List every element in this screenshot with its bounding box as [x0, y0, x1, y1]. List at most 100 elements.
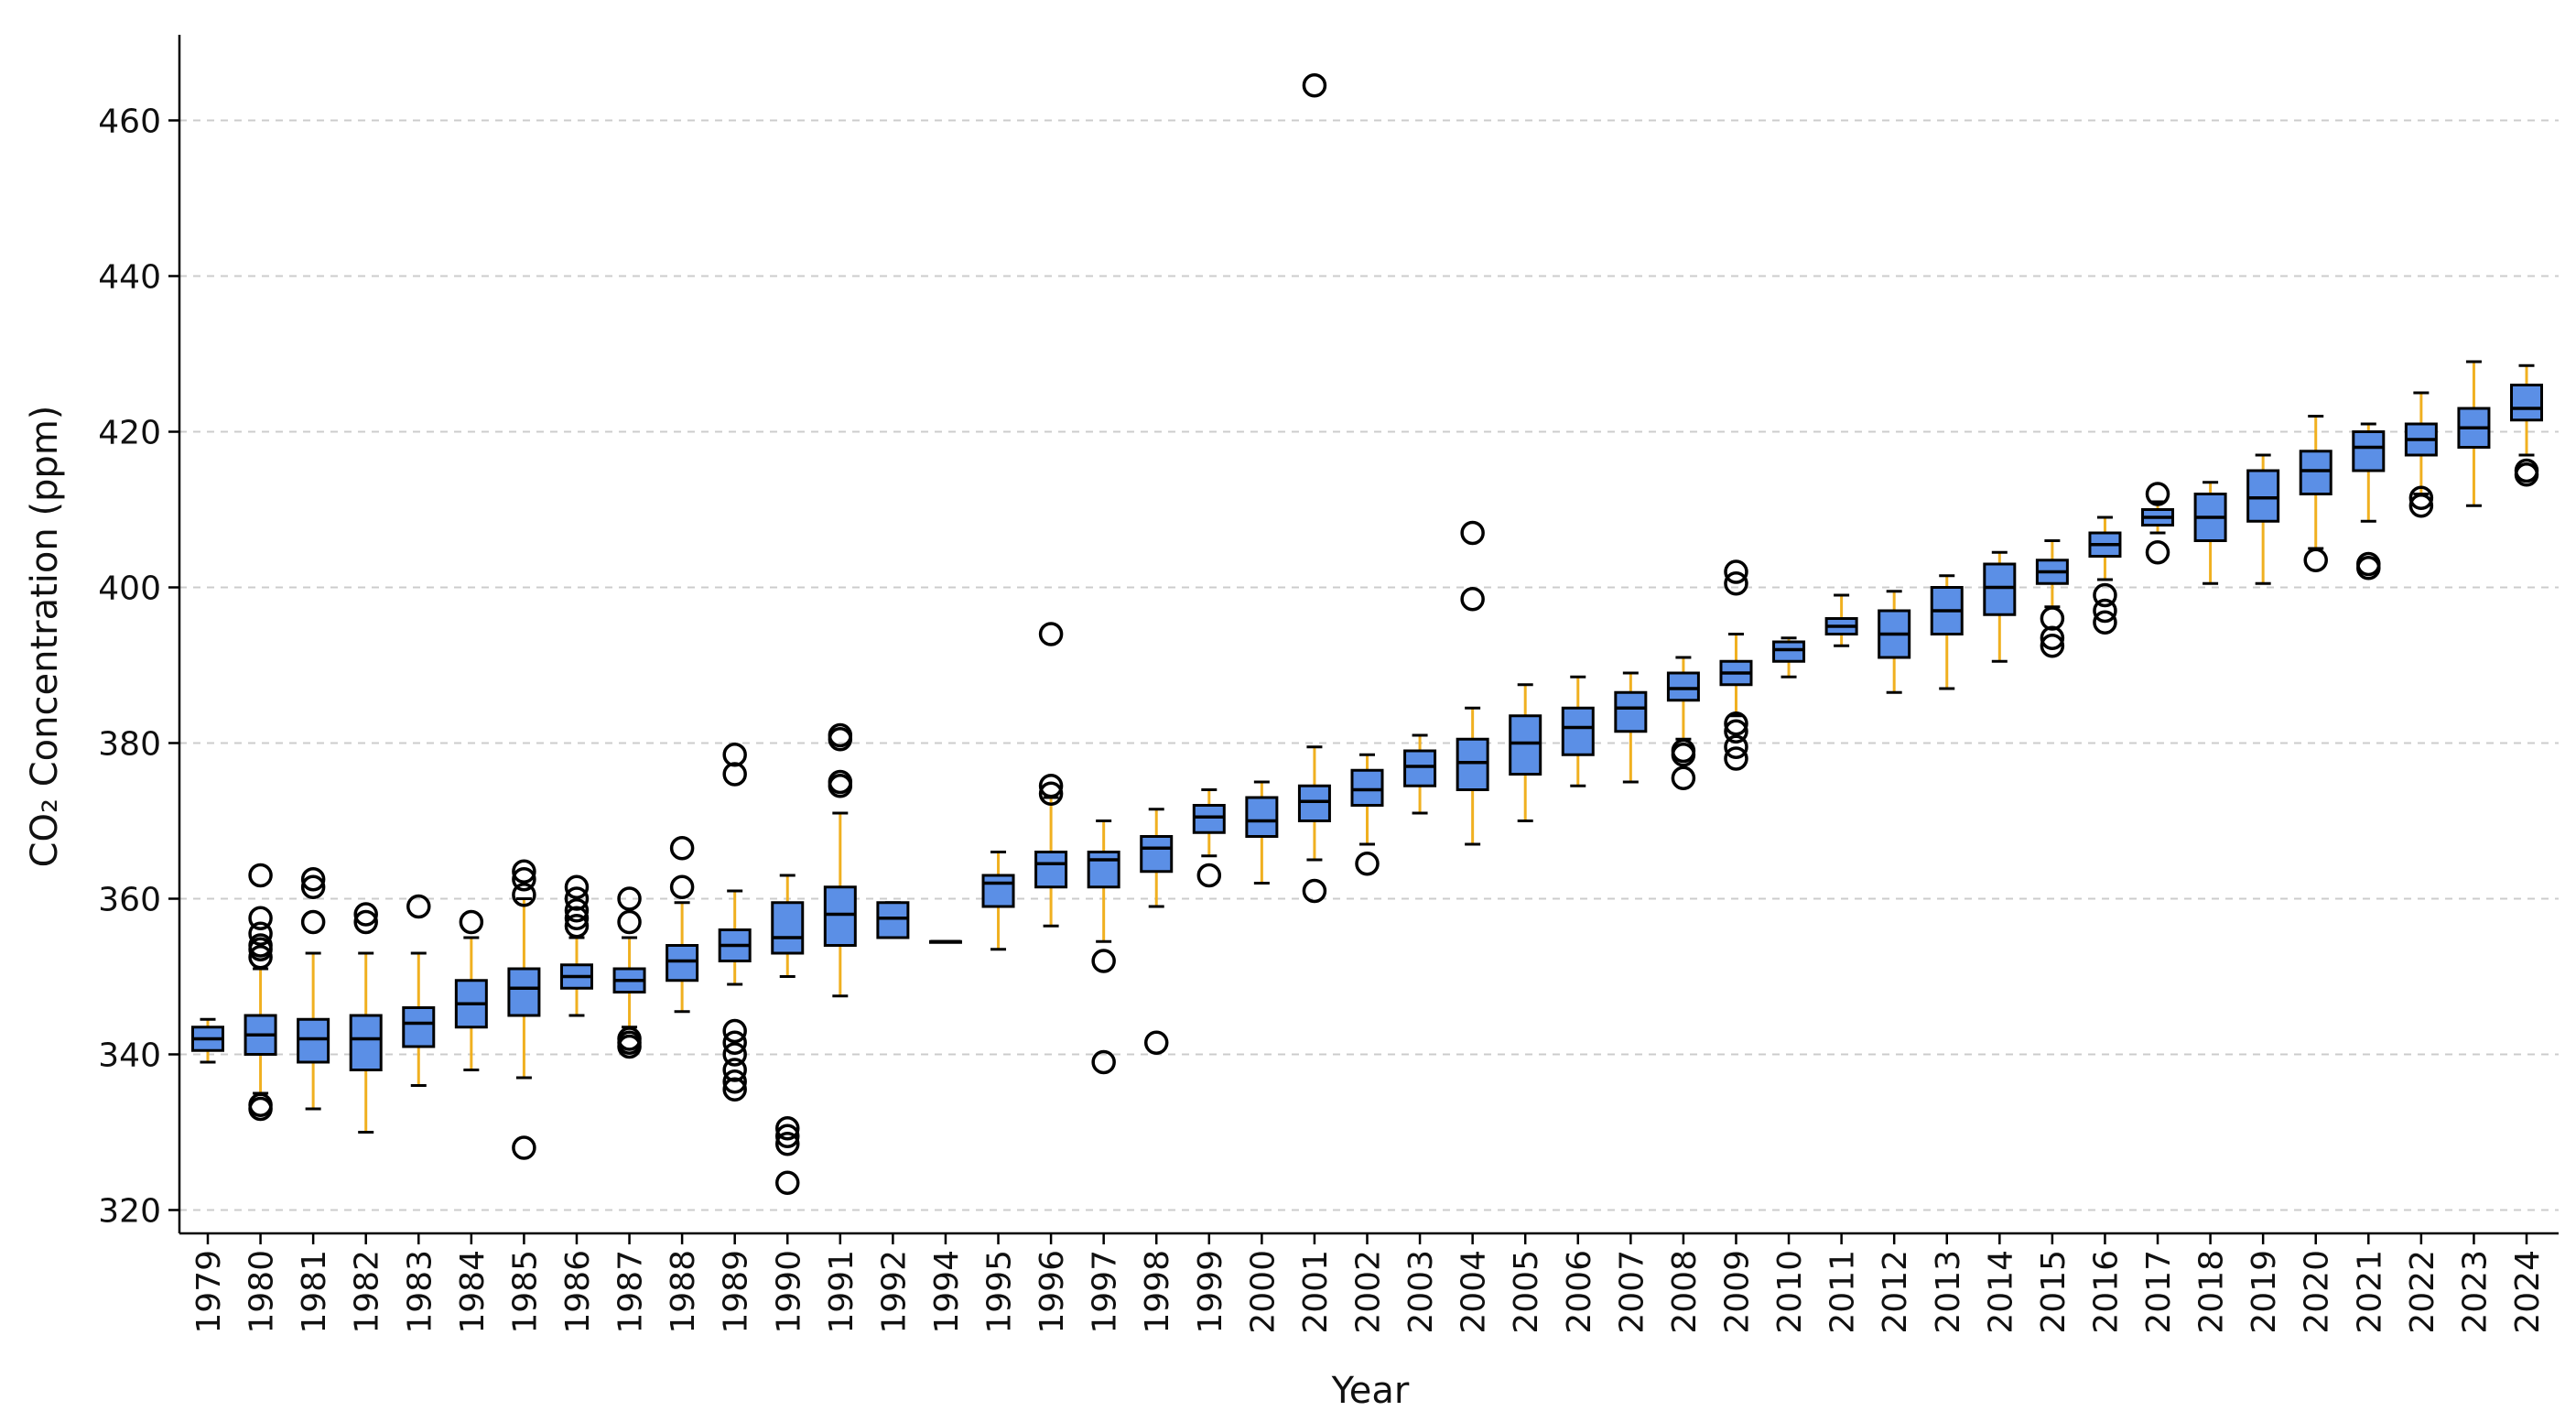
box-1996 [1034, 851, 1068, 889]
x-tick-label-1980: 1980 [244, 1250, 281, 1334]
x-tick-label-1986: 1986 [559, 1250, 597, 1334]
x-tick-label-1999: 1999 [1192, 1250, 1229, 1334]
outlier-2016-0 [2093, 610, 2117, 635]
box-group-2009 [1719, 559, 1753, 771]
box-group-1986 [559, 874, 593, 1017]
box-group-2014 [1983, 550, 2017, 663]
outlier-1986-0 [564, 914, 590, 939]
box-1992 [876, 901, 910, 939]
box-2014 [1983, 562, 2017, 616]
outlier-1996-2 [1038, 622, 1064, 646]
outlier-1997-1 [1091, 949, 1116, 973]
outlier-1989-5 [722, 1018, 747, 1044]
outlier-1980-5 [248, 921, 273, 946]
outlier-2015-0 [2040, 634, 2065, 658]
outlier-1980-4 [248, 933, 273, 958]
outlier-1987-4 [617, 886, 642, 911]
outlier-1982-0 [353, 909, 378, 935]
x-tick-label-1987: 1987 [612, 1250, 650, 1334]
box-group-2006 [1561, 675, 1595, 787]
outlier-1991-1 [828, 769, 853, 795]
outlier-1990-0 [775, 1170, 800, 1195]
box-2003 [1403, 749, 1437, 787]
box-group-2004 [1456, 520, 1489, 846]
outlier-1990-3 [775, 1116, 800, 1141]
box-2001 [1297, 784, 1331, 822]
x-tick-label-2024: 2024 [2509, 1250, 2547, 1334]
box-2021 [2352, 430, 2386, 472]
outlier-1989-3 [722, 1042, 747, 1067]
outlier-1981-1 [300, 874, 326, 899]
box-2006 [1561, 706, 1595, 756]
box-2007 [1614, 690, 1648, 733]
box-group-1987 [612, 886, 646, 1059]
outlier-2009-1 [1724, 734, 1748, 759]
y-tick-label-420: 420 [98, 415, 161, 452]
outlier-1987-3 [617, 909, 642, 935]
outlier-2009-2 [1724, 719, 1748, 744]
outlier-1986-3 [564, 886, 590, 911]
box-layer [191, 73, 2543, 1195]
outlier-2004-1 [1460, 520, 1485, 546]
box-group-2011 [1824, 593, 1858, 647]
box-group-1995 [981, 851, 1015, 951]
outlier-2021-1 [2356, 551, 2381, 577]
box-group-1979 [191, 1017, 224, 1064]
x-tick-label-2013: 2013 [1930, 1250, 1967, 1334]
box-2000 [1245, 796, 1279, 838]
outlier-1980-2 [248, 945, 273, 970]
outlier-1991-3 [828, 722, 853, 748]
box-group-1985 [507, 859, 541, 1160]
outlier-1983-0 [406, 894, 431, 919]
box-group-1983 [402, 894, 436, 1087]
y-tick-label-360: 360 [98, 882, 161, 919]
box-group-1988 [666, 836, 699, 1014]
box-group-2018 [2193, 481, 2227, 585]
x-tick-label-2023: 2023 [2456, 1250, 2494, 1334]
box-1991 [823, 885, 857, 947]
x-tick-label-2004: 2004 [1456, 1250, 1493, 1334]
outlier-1984-0 [459, 909, 484, 935]
y-tick-label-440: 440 [98, 259, 161, 297]
box-2010 [1772, 640, 1806, 663]
x-tick-label-2020: 2020 [2299, 1250, 2336, 1334]
outlier-1985-0 [512, 1135, 536, 1160]
x-tick-label-1997: 1997 [1087, 1250, 1124, 1334]
outlier-2022-0 [2408, 494, 2434, 518]
box-group-2019 [2246, 453, 2280, 585]
outlier-1986-2 [564, 898, 590, 923]
box-group-2016 [2088, 516, 2122, 635]
box-group-1980 [244, 863, 277, 1122]
box-2004 [1456, 737, 1489, 791]
box-2002 [1350, 768, 1384, 807]
outlier-1988-0 [669, 874, 695, 899]
x-tick-label-1988: 1988 [665, 1250, 702, 1334]
x-tick-label-2000: 2000 [1244, 1250, 1282, 1334]
box-group-2003 [1403, 733, 1437, 815]
x-tick-label-2011: 2011 [1824, 1250, 1862, 1334]
box-group-1998 [1140, 808, 1174, 1055]
x-tick-label-1985: 1985 [506, 1250, 544, 1334]
box-group-2001 [1297, 73, 1331, 904]
outlier-1990-1 [775, 1132, 800, 1156]
x-tick-label-2021: 2021 [2351, 1250, 2388, 1334]
box-1988 [666, 944, 699, 982]
outlier-2008-2 [1671, 738, 1696, 764]
outlier-1996-1 [1038, 774, 1064, 798]
outlier-1996-0 [1038, 781, 1064, 806]
x-tick-label-1981: 1981 [296, 1250, 333, 1334]
x-tick-label-2006: 2006 [1561, 1250, 1598, 1334]
outlier-2020-0 [2303, 548, 2328, 572]
x-tick-label-2019: 2019 [2246, 1250, 2283, 1334]
box-group-2024 [2510, 364, 2543, 487]
outlier-2009-3 [1724, 711, 1748, 736]
outlier-2017-1 [2145, 482, 2170, 506]
box-2019 [2246, 469, 2280, 523]
box-2008 [1666, 671, 1700, 702]
y-tick-label-320: 320 [98, 1193, 161, 1231]
x-tick-label-2018: 2018 [2193, 1250, 2231, 1334]
box-group-2022 [2404, 391, 2438, 518]
outlier-2009-4 [1724, 571, 1748, 596]
box-1995 [981, 874, 1015, 908]
